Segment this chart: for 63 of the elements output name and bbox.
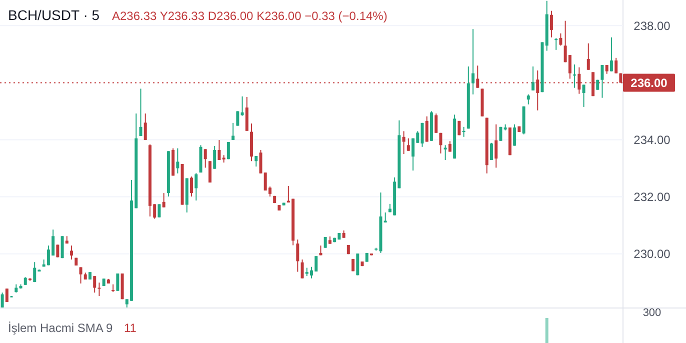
candlestick — [472, 28, 475, 95]
annotation: 11 — [124, 321, 137, 335]
candlestick — [434, 113, 438, 134]
candlestick — [384, 212, 387, 223]
candlestick — [300, 259, 304, 279]
text: A236.33 Y236.33 D236.00 K236.00 −0.33 (−0.14%) — [112, 9, 388, 23]
candlestick — [98, 282, 101, 297]
candlestick — [499, 126, 502, 142]
candlestick — [93, 276, 96, 294]
candlestick — [490, 142, 493, 160]
candlestick — [60, 236, 64, 259]
candlestick — [116, 272, 120, 292]
candlestick — [144, 113, 147, 141]
candlestick — [513, 124, 516, 146]
candlestick — [526, 94, 530, 105]
candlestick — [236, 110, 240, 126]
candlestick — [226, 142, 230, 160]
text: 300 — [642, 307, 662, 319]
candlestick — [406, 138, 410, 152]
candlestick — [582, 84, 586, 108]
candlestick — [232, 122, 235, 141]
candlestick — [614, 57, 618, 74]
candlestick — [213, 146, 216, 170]
candlestick — [600, 64, 604, 98]
candlestick — [550, 10, 553, 38]
y-tick-label: 234.00 — [634, 132, 671, 147]
candlestick — [158, 204, 161, 218]
candlestick — [190, 176, 194, 197]
candlestick — [162, 192, 166, 208]
candlestick — [532, 66, 535, 91]
candlestick — [208, 160, 212, 184]
candlestick — [218, 140, 221, 160]
candlestick — [176, 148, 180, 174]
candlestick — [425, 116, 428, 142]
candlestick — [494, 124, 498, 168]
candlestick — [296, 239, 300, 272]
chart-title: İşlem Hacmi SMA 9 — [8, 321, 114, 335]
text: BCH/USDT · 5 — [8, 7, 100, 23]
candlestick — [439, 132, 442, 154]
candlestick — [476, 65, 480, 88]
candlestick — [139, 88, 142, 137]
candlestick — [204, 148, 207, 168]
ref-line-label: 236.00 — [630, 76, 668, 90]
candlestick — [586, 42, 590, 70]
candlestick — [420, 122, 424, 148]
candlestick — [56, 244, 60, 258]
y-tick-label: 238.00 — [634, 18, 671, 33]
candlestick — [402, 130, 406, 154]
y-tick-label: 230.00 — [634, 247, 671, 262]
candlestick — [0, 292, 4, 308]
candlestick — [194, 172, 198, 201]
candlestick — [70, 245, 74, 260]
candlestick — [33, 262, 36, 283]
y-tick-label: 232.00 — [634, 190, 671, 204]
candlestick — [259, 150, 262, 174]
candlestick — [356, 253, 360, 276]
candlestick — [554, 37, 558, 50]
candlestick — [245, 96, 248, 132]
candlestick — [5, 288, 8, 303]
candlestick — [444, 144, 447, 160]
candlestick — [559, 32, 562, 46]
candlestick — [610, 36, 613, 72]
candlestick — [79, 266, 82, 284]
